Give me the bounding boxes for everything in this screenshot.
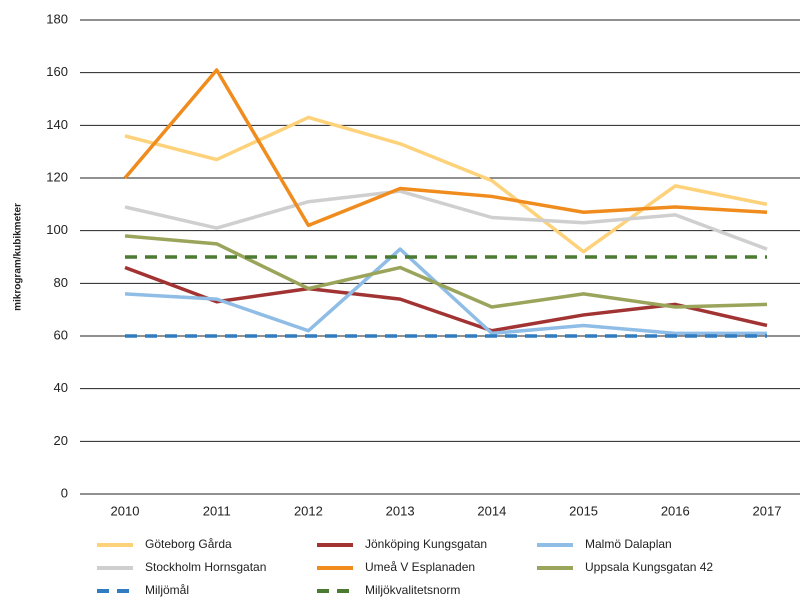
series-line bbox=[124, 115, 768, 254]
series-line bbox=[124, 189, 768, 251]
legend-label: Miljömål bbox=[145, 583, 189, 597]
legend-label: Umeå V Esplanaden bbox=[365, 560, 475, 574]
legend-label: Miljökvalitetsnorm bbox=[365, 583, 460, 597]
series-line bbox=[124, 234, 768, 309]
x-tick-label: 2013 bbox=[386, 503, 415, 518]
series-line bbox=[124, 247, 767, 336]
y-tick-label: 80 bbox=[54, 275, 68, 290]
y-tick-label: 40 bbox=[54, 380, 68, 395]
legend-label: Göteborg Gårda bbox=[145, 537, 232, 551]
x-tick-label: 2015 bbox=[569, 503, 598, 518]
x-tick-label: 2012 bbox=[294, 503, 323, 518]
y-tick-label: 120 bbox=[46, 169, 68, 184]
y-tick-label: 180 bbox=[46, 11, 68, 26]
x-tick-label: 2011 bbox=[203, 503, 231, 518]
legend-label: Jönköping Kungsgatan bbox=[365, 537, 487, 551]
series-line bbox=[123, 68, 768, 228]
y-tick-label: 20 bbox=[54, 433, 68, 448]
y-tick-label: 140 bbox=[46, 117, 68, 132]
legend-label: Stockholm Hornsgatan bbox=[145, 560, 266, 574]
y-tick-label: 100 bbox=[46, 222, 68, 237]
y-tick-label: 60 bbox=[54, 327, 68, 342]
y-tick-label: 0 bbox=[61, 485, 68, 500]
legend-label: Malmö Dalaplan bbox=[585, 537, 672, 551]
y-axis-label: mikrogram/kubikmeter bbox=[13, 203, 24, 311]
x-tick-label: 2016 bbox=[661, 503, 690, 518]
x-tick-label: 2017 bbox=[753, 503, 782, 518]
x-tick-label: 2010 bbox=[111, 503, 140, 518]
legend-label: Uppsala Kungsgatan 42 bbox=[585, 560, 713, 574]
y-tick-label: 160 bbox=[46, 64, 68, 79]
x-tick-label: 2014 bbox=[477, 503, 506, 518]
